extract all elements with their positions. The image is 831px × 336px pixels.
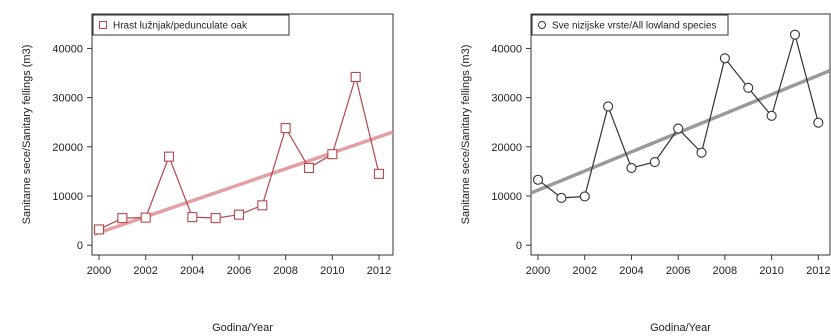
y-tick-label: 20000 xyxy=(491,142,522,154)
chart-panel-left: 0 10000 20000 30000 40000 2000 2002 2004 2006 200… xyxy=(21,13,394,334)
data-point xyxy=(373,168,385,179)
y-axis-title: Sanitarne sece/Sanitary fellings (m3) xyxy=(460,45,472,225)
data-point xyxy=(673,123,684,134)
x-axis-title: Godina/Year xyxy=(212,322,273,334)
x-tick-label: 2006 xyxy=(666,265,690,277)
x-tick-label: 2004 xyxy=(619,265,643,277)
data-point xyxy=(556,192,567,203)
y-tick-label: 20000 xyxy=(52,142,83,154)
data-point xyxy=(743,82,754,93)
data-point xyxy=(813,117,824,128)
x-tick-label: 2000 xyxy=(87,265,111,277)
legend-marker xyxy=(99,21,107,29)
x-tick-label: 2010 xyxy=(759,265,783,277)
data-point xyxy=(649,156,660,168)
y-tick-label: 0 xyxy=(516,240,522,252)
data-point xyxy=(93,224,105,235)
data-point xyxy=(603,101,614,112)
plot-frame xyxy=(530,13,831,256)
data-point xyxy=(789,29,801,40)
data-point xyxy=(233,209,245,220)
chart-panel-right: 0 10000 20000 30000 40000 2000 2002 2004 2006 200… xyxy=(460,13,831,334)
y-axis-title: Sanitarne sece/Sanitary fellings (m3) xyxy=(21,45,33,225)
data-point xyxy=(280,123,291,134)
data-point xyxy=(766,110,777,121)
y-tick-label: 30000 xyxy=(52,93,83,105)
x-tick-label: 2012 xyxy=(806,265,830,277)
x-tick-label: 2010 xyxy=(320,265,344,277)
y-tick-label: 10000 xyxy=(52,191,83,203)
y-tick-label: 40000 xyxy=(52,43,83,55)
x-tick-label: 2006 xyxy=(227,265,251,277)
legend-marker xyxy=(538,21,546,29)
y-tick-label: 10000 xyxy=(491,191,522,203)
data-point xyxy=(719,53,730,64)
x-tick-label: 2012 xyxy=(367,265,391,277)
x-tick-label: 2002 xyxy=(572,265,596,277)
data-point xyxy=(257,200,268,211)
legend-label: Sve nizijske vrste/All lowland species xyxy=(552,21,717,32)
x-tick-label: 2002 xyxy=(133,265,157,277)
legend-label: Hrast lužnjak/pedunculate oak xyxy=(113,21,248,32)
data-point xyxy=(350,71,361,83)
data-point xyxy=(696,147,707,158)
x-tick-label: 2004 xyxy=(180,265,204,277)
y-tick-label: 30000 xyxy=(491,93,522,105)
y-tick-label: 0 xyxy=(77,240,83,252)
data-point xyxy=(626,162,637,173)
x-axis-title: Godina/Year xyxy=(650,322,711,334)
y-tick-label: 40000 xyxy=(491,43,522,55)
x-tick-label: 2000 xyxy=(526,265,550,277)
x-tick-label: 2008 xyxy=(713,265,737,277)
data-point xyxy=(579,191,590,202)
data-point xyxy=(187,212,198,223)
legend-box xyxy=(92,14,290,36)
legend-box xyxy=(531,14,729,36)
data-point xyxy=(532,174,544,185)
data-point xyxy=(117,213,128,224)
data-point xyxy=(140,212,151,223)
data-point xyxy=(210,213,221,224)
data-point xyxy=(327,149,338,160)
data-point xyxy=(303,162,315,173)
data-point xyxy=(163,151,175,162)
plot-frame xyxy=(91,13,394,256)
x-tick-label: 2008 xyxy=(273,265,297,277)
